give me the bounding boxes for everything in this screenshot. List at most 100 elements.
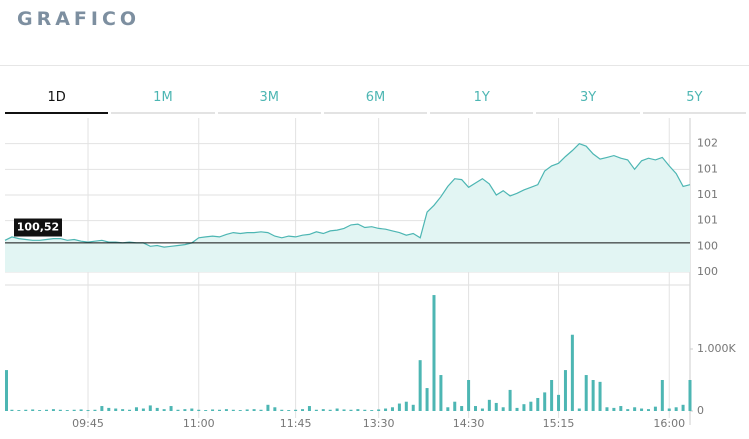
volume-bar (328, 409, 332, 411)
tab-bar: 1D 1M 3M 6M 1Y 3Y 5Y (5, 86, 749, 114)
tab[interactable]: 3M (217, 86, 321, 114)
volume-bar (439, 375, 443, 411)
volume-bar (65, 410, 69, 411)
volume-bar (72, 409, 76, 411)
volume-bar (522, 404, 526, 411)
y-tick-label: 100 (697, 265, 718, 278)
volume-bar (128, 409, 132, 411)
volume-bar (619, 406, 623, 411)
volume-bar (134, 407, 138, 411)
volume-bar (570, 334, 574, 411)
tab[interactable]: 1M (111, 86, 215, 114)
volume-bar (287, 410, 291, 411)
volume-bar (38, 410, 42, 411)
volume-bar (141, 408, 145, 411)
volume-bar (224, 409, 228, 411)
tab[interactable]: 1Y (430, 86, 534, 114)
price-area (5, 143, 690, 272)
volume-bar (550, 380, 554, 411)
volume-bar (86, 410, 90, 411)
x-tick-label: 09:45 (72, 417, 104, 430)
volume-bar (508, 389, 512, 411)
y-tick-label: 102 (697, 137, 718, 150)
tab[interactable]: 1D (5, 86, 109, 114)
y-tick-label: 100 (697, 239, 718, 252)
volume-bar (660, 380, 664, 411)
volume-bar (605, 407, 609, 411)
volume-bar (51, 409, 55, 411)
volume-bar (231, 409, 235, 411)
volume-bar (577, 408, 581, 411)
volume-bar (17, 410, 21, 411)
volume-bar (307, 406, 311, 411)
volume-bar (529, 401, 533, 411)
volume-bar (148, 405, 152, 411)
volume-bar (169, 406, 173, 411)
title: GRAFICO (17, 8, 141, 30)
volume-bar (591, 380, 595, 411)
volume-bar (377, 409, 381, 411)
volume-bar (107, 407, 111, 411)
y-tick-label: 101 (697, 214, 718, 227)
volume-bar (294, 409, 298, 411)
volume-bar (425, 388, 429, 411)
volume-bar (543, 392, 547, 411)
x-tick-label: 14:30 (453, 417, 485, 430)
volume-bar (197, 409, 201, 411)
volume-bar (301, 409, 305, 411)
volume-bar (114, 408, 118, 411)
y-tick-label: 101 (697, 188, 718, 201)
y-tick-label: 101 (697, 162, 718, 175)
volume-bar (252, 409, 256, 411)
volume-bar (24, 409, 28, 411)
divider (0, 65, 749, 66)
volume-bar (321, 409, 325, 411)
volume-bar (563, 370, 567, 411)
volume-bar (453, 401, 457, 411)
volume-bar (238, 410, 242, 411)
volume-bar (557, 394, 561, 411)
volume-bar (487, 399, 491, 411)
volume-bar (342, 409, 346, 411)
volume-bar (397, 403, 401, 411)
y2-tick-label: 0 (697, 404, 704, 417)
volume-bar (467, 380, 471, 411)
volume-bar (183, 409, 187, 411)
volume-bar (273, 407, 277, 411)
tab[interactable]: 3Y (536, 86, 640, 114)
volume-bar (688, 380, 692, 411)
volume-bar (494, 402, 498, 411)
volume-bar (633, 407, 637, 411)
volume-bar (667, 408, 671, 411)
volume-bar (515, 407, 519, 411)
tab[interactable]: 5Y (642, 86, 746, 114)
volume-bar (584, 375, 588, 411)
volume-bar (626, 409, 630, 411)
volume-bar (211, 409, 215, 411)
current-value-badge (14, 218, 62, 237)
volume-bar (204, 410, 208, 411)
current-value-label: 100,52 (17, 221, 59, 234)
volume-bar (266, 404, 270, 411)
volume-bar (501, 407, 505, 411)
volume-bar (646, 409, 650, 411)
volume-bar (598, 381, 602, 411)
x-tick-label: 13:30 (363, 417, 395, 430)
volume-bar (5, 370, 8, 411)
volume-bar (474, 406, 478, 411)
volume-bar (45, 409, 49, 411)
volume-bar (58, 409, 62, 411)
volume-bar (681, 404, 685, 411)
volume-bar (349, 409, 353, 411)
volume-bar (404, 401, 408, 411)
volume-bar (121, 409, 125, 411)
volume-bar (390, 407, 394, 411)
volume-bar (640, 408, 644, 411)
volume-bar (217, 409, 221, 411)
volume-bar (162, 409, 166, 411)
volume-bar (418, 360, 422, 411)
volume-bar (411, 404, 415, 411)
y2-tick-label: 1.000K (697, 342, 736, 355)
volume-bar (245, 409, 249, 411)
tab[interactable]: 6M (323, 86, 428, 114)
